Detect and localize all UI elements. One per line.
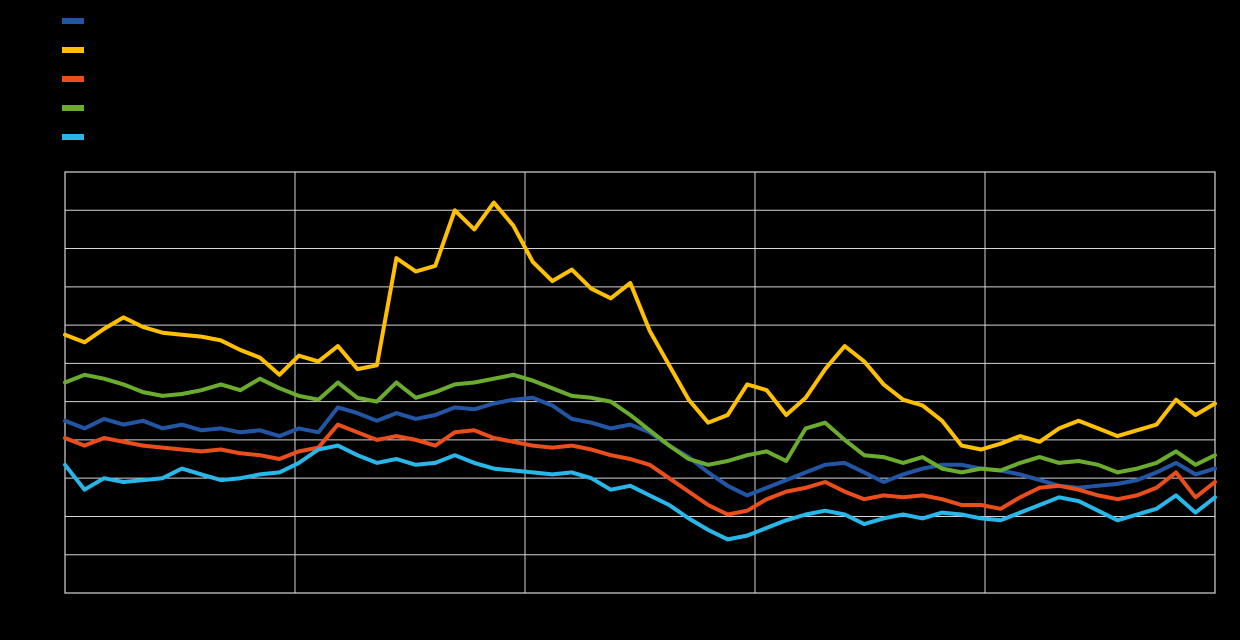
- series-line-1: [63, 395, 1217, 498]
- legend-swatch-yellow: [62, 46, 84, 53]
- legend-swatch-green: [62, 104, 84, 111]
- plot-border: [64, 171, 1216, 594]
- legend-swatch-orange: [62, 75, 84, 82]
- legend-item-5: [62, 122, 92, 151]
- gridlines: [65, 172, 1215, 593]
- legend-swatch-blue: [62, 17, 84, 24]
- legend-item-1: [62, 6, 92, 35]
- chart-legend: [62, 6, 92, 151]
- legend-item-2: [62, 35, 92, 64]
- legend-swatch-cyan: [62, 133, 84, 140]
- series-line-4: [63, 372, 1217, 475]
- legend-item-3: [62, 64, 92, 93]
- legend-item-4: [62, 93, 92, 122]
- series-line-5: [63, 443, 1217, 542]
- series-line-3: [63, 422, 1217, 517]
- series-lines: [63, 200, 1217, 542]
- series-line-2: [63, 200, 1217, 452]
